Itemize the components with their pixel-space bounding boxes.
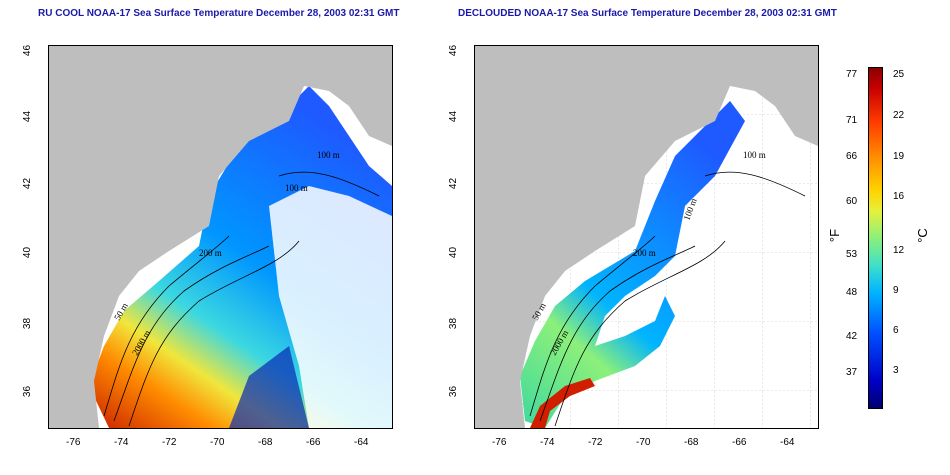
right-lat-tick-38: 38 xyxy=(448,317,460,330)
left-lon-tick--64: -64 xyxy=(354,437,369,448)
right-lon-tick--72: -72 xyxy=(588,437,603,448)
cb-c-19: 19 xyxy=(893,151,905,162)
cloud-region xyxy=(269,186,392,428)
left-map: 100 m 100 m 200 m 50 m 2000 m xyxy=(48,45,393,429)
left-lat-tick-44: 44 xyxy=(22,110,34,123)
right-lat-tick-46: 46 xyxy=(448,44,460,57)
left-lon-tick--76: -76 xyxy=(66,437,81,448)
left-lat-tick-40: 40 xyxy=(22,246,34,259)
left-lon-tick--68: -68 xyxy=(258,437,273,448)
cb-f-42: 42 xyxy=(846,331,858,342)
left-lat-tick-42: 42 xyxy=(22,177,34,190)
right-map-svg: 100 m 100 m 200 m 50 m 2000 m xyxy=(475,46,818,428)
right-map: 100 m 100 m 200 m 50 m 2000 m xyxy=(474,45,819,429)
left-lon-tick--66: -66 xyxy=(306,437,321,448)
contour-label-100m-b: 100 m xyxy=(285,183,308,193)
left-lat-tick-38: 38 xyxy=(22,317,34,330)
right-title: DECLOUDED NOAA-17 Sea Surface Temperatur… xyxy=(458,8,837,19)
contour-label-200m: 200 m xyxy=(199,248,222,258)
right-lon-tick--66: -66 xyxy=(732,437,747,448)
cb-f-48: 48 xyxy=(846,287,858,298)
left-lon-tick--74: -74 xyxy=(114,437,129,448)
right-lat-tick-36: 36 xyxy=(448,385,460,398)
cb-c-25: 25 xyxy=(893,69,905,80)
left-lat-tick-36: 36 xyxy=(22,385,34,398)
cb-c-16: 16 xyxy=(893,191,905,202)
left-title: RU COOL NOAA-17 Sea Surface Temperature … xyxy=(38,8,400,19)
contour-gulf-right xyxy=(704,171,806,197)
right-lat-tick-44: 44 xyxy=(448,110,460,123)
contour-label-200m-right: 200 m xyxy=(633,248,656,258)
right-lon-tick--76: -76 xyxy=(492,437,507,448)
left-lon-tick--70: -70 xyxy=(210,437,225,448)
contour-label-100m-a-right: 100 m xyxy=(743,150,766,160)
left-lon-tick--72: -72 xyxy=(162,437,177,448)
colorbar xyxy=(868,67,883,409)
cb-c-3: 3 xyxy=(893,365,899,376)
cb-f-66: 66 xyxy=(846,151,858,162)
cb-f-53: 53 xyxy=(846,249,858,260)
right-lat-tick-42: 42 xyxy=(448,177,460,190)
sst-data-region-right xyxy=(520,101,745,428)
contour-label-100m-a: 100 m xyxy=(317,150,340,160)
contour-50m xyxy=(103,235,230,417)
cb-f-77: 77 xyxy=(846,69,858,80)
left-map-svg: 100 m 100 m 200 m 50 m 2000 m xyxy=(49,46,392,428)
left-lat-tick-46: 46 xyxy=(22,44,34,57)
cb-f-60: 60 xyxy=(846,196,858,207)
cb-c-12: 12 xyxy=(893,245,905,256)
right-lon-tick--70: -70 xyxy=(636,437,651,448)
cb-c-9: 9 xyxy=(893,285,899,296)
land-area xyxy=(49,46,392,428)
right-lon-tick--68: -68 xyxy=(684,437,699,448)
gulf-stream-warm xyxy=(530,378,595,428)
contour-2000m-right xyxy=(554,240,726,427)
unit-celsius: °C xyxy=(914,228,930,243)
right-lon-tick--64: -64 xyxy=(780,437,795,448)
land-area-right xyxy=(475,46,818,428)
right-lon-tick--74: -74 xyxy=(540,437,555,448)
contour-gulf xyxy=(278,171,380,197)
contour-2000m xyxy=(128,240,300,427)
unit-fahrenheit: °F xyxy=(827,228,843,243)
contour-200m-right xyxy=(539,245,696,422)
cb-c-6: 6 xyxy=(893,325,899,336)
contour-200m xyxy=(113,245,270,422)
contour-50m-right xyxy=(529,235,656,417)
right-lat-tick-40: 40 xyxy=(448,246,460,259)
cb-c-22: 22 xyxy=(893,110,905,121)
cb-f-37: 37 xyxy=(846,367,858,378)
deep-blue-region xyxy=(229,346,309,428)
cb-f-71: 71 xyxy=(846,115,858,126)
